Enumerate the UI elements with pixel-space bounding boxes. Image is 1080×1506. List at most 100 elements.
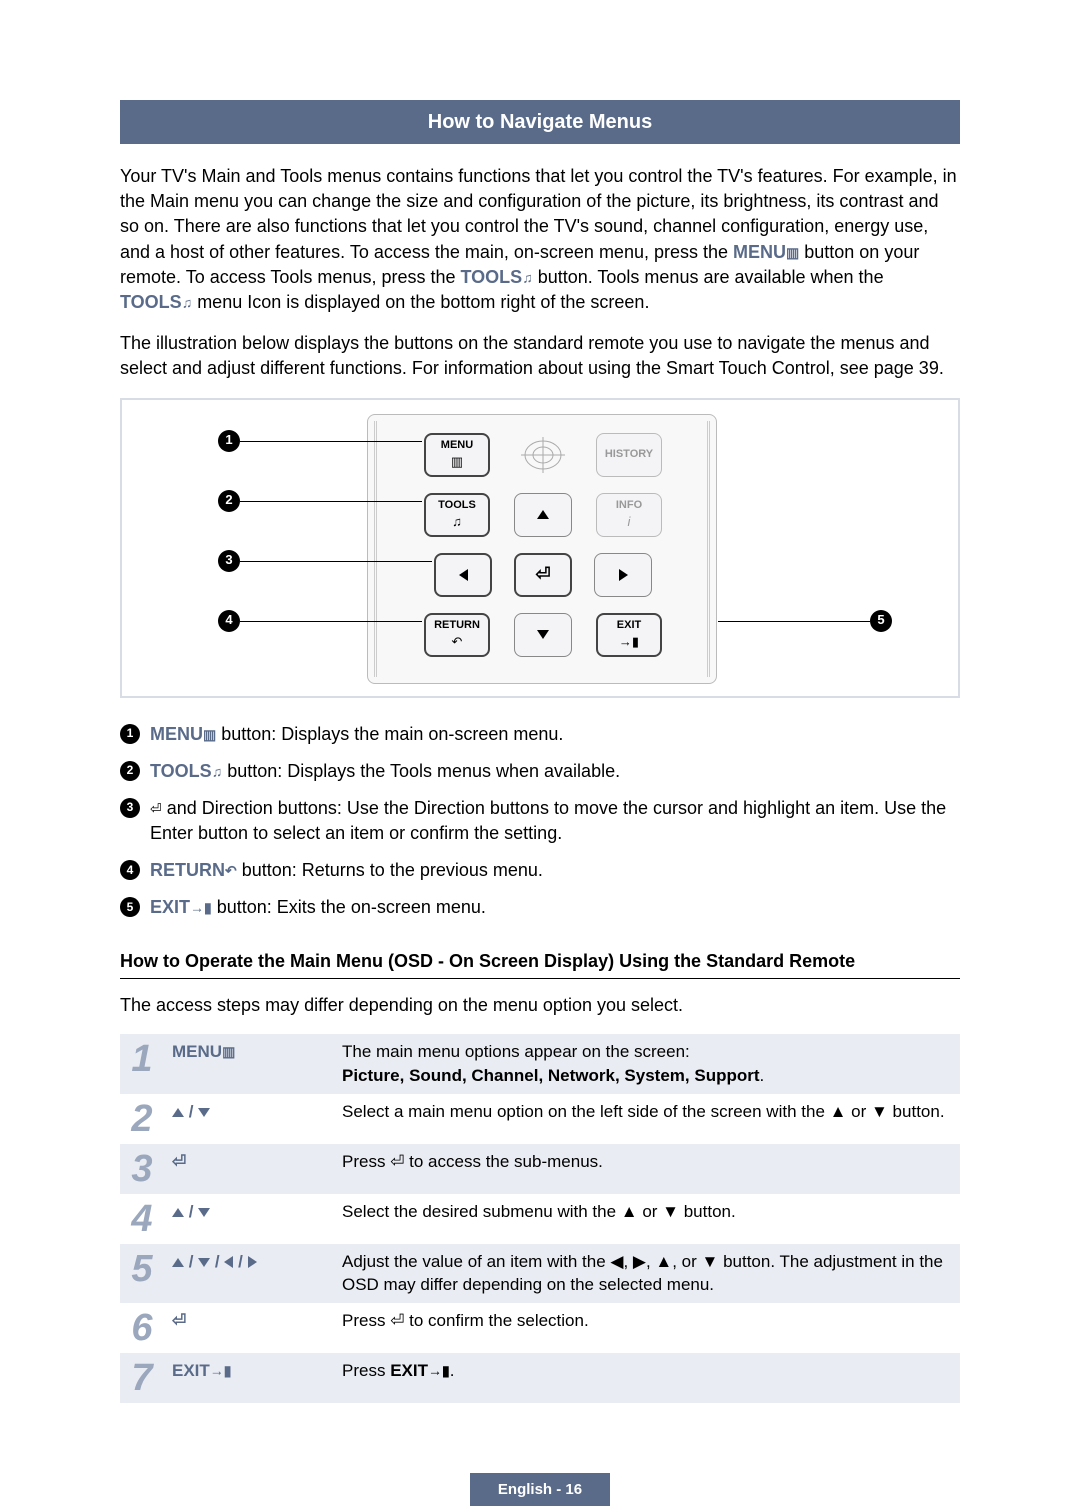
desc-label-4: RETURN bbox=[150, 860, 225, 880]
step-desc-7b: EXIT bbox=[390, 1361, 428, 1380]
step-desc-3b: to access the sub-menus. bbox=[404, 1152, 602, 1171]
desc-label-5: EXIT bbox=[150, 897, 190, 917]
desc-suffix-5: button: Exits the on-screen menu. bbox=[212, 897, 486, 917]
step-desc-1a: The main menu options appear on the scre… bbox=[342, 1042, 690, 1061]
callout-1: 1 bbox=[218, 430, 240, 452]
desc-text-1: MENU▥ button: Displays the main on-scree… bbox=[150, 722, 960, 747]
remote-btn-history: HISTORY bbox=[596, 433, 662, 477]
desc-bullet-1: 1 bbox=[120, 724, 140, 744]
step-num-3: 3 bbox=[120, 1144, 164, 1194]
desc-text-3: ⏎ and Direction buttons: Use the Directi… bbox=[150, 796, 960, 846]
desc-text-2: TOOLS♫ button: Displays the Tools menus … bbox=[150, 759, 960, 784]
tools-label-text-2: TOOLS bbox=[120, 292, 182, 312]
right-arrow-icon bbox=[619, 569, 628, 581]
step-desc-6a: Press bbox=[342, 1311, 390, 1330]
return-icon-small: ↶ bbox=[225, 863, 237, 879]
desc-item-5: 5 EXIT→▮ button: Exits the on-screen men… bbox=[120, 895, 960, 920]
remote-btn-history-label: HISTORY bbox=[605, 447, 653, 462]
step-desc-3a: Press bbox=[342, 1152, 390, 1171]
remote-btn-return-label: RETURN bbox=[434, 618, 480, 633]
remote-btn-up bbox=[514, 493, 572, 537]
tools-label-inline: TOOLS♫ bbox=[461, 267, 533, 287]
enter-icon-small: ⏎ bbox=[150, 800, 162, 816]
step-desc-6b: to confirm the selection. bbox=[404, 1311, 588, 1330]
down-arrow-icon bbox=[537, 630, 549, 639]
step-label-1: MENU▥ bbox=[164, 1034, 334, 1094]
step-label-7-text: EXIT bbox=[172, 1361, 210, 1380]
down-arrow-step-4 bbox=[198, 1208, 210, 1217]
enter-icon-step-6: ⏎ bbox=[172, 1311, 186, 1330]
desc-bullet-2: 2 bbox=[120, 761, 140, 781]
step-num-2: 2 bbox=[120, 1094, 164, 1144]
desc-item-4: 4 RETURN↶ button: Returns to the previou… bbox=[120, 858, 960, 883]
up-arrow-step bbox=[172, 1108, 184, 1117]
step-row-2: 2 / Select a main menu option on the lef… bbox=[120, 1094, 960, 1144]
step-row-1: 1 MENU▥ The main menu options appear on … bbox=[120, 1034, 960, 1094]
section-title: How to Navigate Menus bbox=[428, 111, 652, 133]
remote-btn-tools: TOOLS ♫ bbox=[424, 493, 490, 537]
step-row-6: 6 ⏎ Press ⏎ to confirm the selection. bbox=[120, 1303, 960, 1353]
step-label-1-text: MENU bbox=[172, 1042, 222, 1061]
remote-btn-menu: MENU ▥ bbox=[424, 433, 490, 477]
remote-btn-tools-label: TOOLS bbox=[438, 498, 476, 513]
up-arrow-icon bbox=[537, 510, 549, 519]
intro-paragraph-1: Your TV's Main and Tools menus contains … bbox=[120, 164, 960, 315]
step-num-7: 7 bbox=[120, 1353, 164, 1403]
desc-label-2: TOOLS bbox=[150, 761, 212, 781]
callout-line-3 bbox=[240, 561, 432, 562]
up-arrow-step-5 bbox=[172, 1258, 184, 1267]
step-row-4: 4 / Select the desired submenu with the … bbox=[120, 1194, 960, 1244]
callout-line-5 bbox=[718, 621, 870, 622]
step-desc-1b-tail: . bbox=[760, 1066, 765, 1085]
step-num-5: 5 bbox=[120, 1244, 164, 1304]
enter-icon-inline-6: ⏎ bbox=[390, 1311, 404, 1330]
callout-line-2 bbox=[240, 501, 422, 502]
tools-label-text: TOOLS bbox=[461, 267, 523, 287]
callout-2: 2 bbox=[218, 490, 240, 512]
step-row-7: 7 EXIT→▮ Press EXIT→▮. bbox=[120, 1353, 960, 1403]
step-desc-7a: Press bbox=[342, 1361, 390, 1380]
menu-icon-small: ▥ bbox=[203, 726, 216, 742]
step-desc-1: The main menu options appear on the scre… bbox=[334, 1034, 960, 1094]
step-row-5: 5 / / / Adjust the value of an item with… bbox=[120, 1244, 960, 1304]
exit-icon-small: →▮ bbox=[190, 900, 212, 916]
desc-suffix-1: button: Displays the main on-screen menu… bbox=[216, 724, 563, 744]
callout-descriptions: 1 MENU▥ button: Displays the main on-scr… bbox=[120, 722, 960, 921]
intro-paragraph-2: The illustration below displays the butt… bbox=[120, 331, 960, 381]
step-desc-6: Press ⏎ to confirm the selection. bbox=[334, 1303, 960, 1353]
remote-btn-right bbox=[594, 553, 652, 597]
callout-4: 4 bbox=[218, 610, 240, 632]
desc-suffix-4: button: Returns to the previous menu. bbox=[237, 860, 543, 880]
desc-suffix-3: and Direction buttons: Use the Direction… bbox=[150, 798, 946, 843]
desc-item-1: 1 MENU▥ button: Displays the main on-scr… bbox=[120, 722, 960, 747]
desc-text-5: EXIT→▮ button: Exits the on-screen menu. bbox=[150, 895, 960, 920]
subsection-title: How to Operate the Main Menu (OSD - On S… bbox=[120, 949, 960, 979]
desc-bullet-4: 4 bbox=[120, 860, 140, 880]
remote-btn-info: INFO i bbox=[596, 493, 662, 537]
info-icon: i bbox=[628, 513, 631, 531]
steps-table: 1 MENU▥ The main menu options appear on … bbox=[120, 1034, 960, 1403]
callout-3: 3 bbox=[218, 550, 240, 572]
menu-icon-inline: ▥ bbox=[786, 244, 799, 260]
menu-label-inline: MENU▥ bbox=[733, 242, 799, 262]
remote-btn-left bbox=[434, 553, 492, 597]
desc-item-2: 2 TOOLS♫ button: Displays the Tools menu… bbox=[120, 759, 960, 784]
page-footer: English - 16 bbox=[470, 1473, 610, 1506]
down-arrow-step bbox=[198, 1108, 210, 1117]
tools-label-inline-2: TOOLS♫ bbox=[120, 292, 192, 312]
callout-5: 5 bbox=[870, 610, 892, 632]
enter-icon-inline: ⏎ bbox=[390, 1152, 404, 1171]
step-desc-7c: . bbox=[450, 1361, 455, 1380]
desc-text-4: RETURN↶ button: Returns to the previous … bbox=[150, 858, 960, 883]
step-desc-7: Press EXIT→▮. bbox=[334, 1353, 960, 1403]
section-title-bar: How to Navigate Menus bbox=[120, 100, 960, 144]
tools-icon: ♫ bbox=[452, 513, 462, 531]
step-label-5: / / / bbox=[164, 1244, 334, 1304]
tools-icon-small: ♫ bbox=[212, 763, 223, 779]
step-label-7: EXIT→▮ bbox=[164, 1353, 334, 1403]
step-desc-3: Press ⏎ to access the sub-menus. bbox=[334, 1144, 960, 1194]
intro-p1d: menu Icon is displayed on the bottom rig… bbox=[192, 292, 649, 312]
step-row-3: 3 ⏎ Press ⏎ to access the sub-menus. bbox=[120, 1144, 960, 1194]
remote-btn-enter: ⏎ bbox=[514, 553, 572, 597]
remote-dpad-graphic bbox=[511, 433, 575, 477]
